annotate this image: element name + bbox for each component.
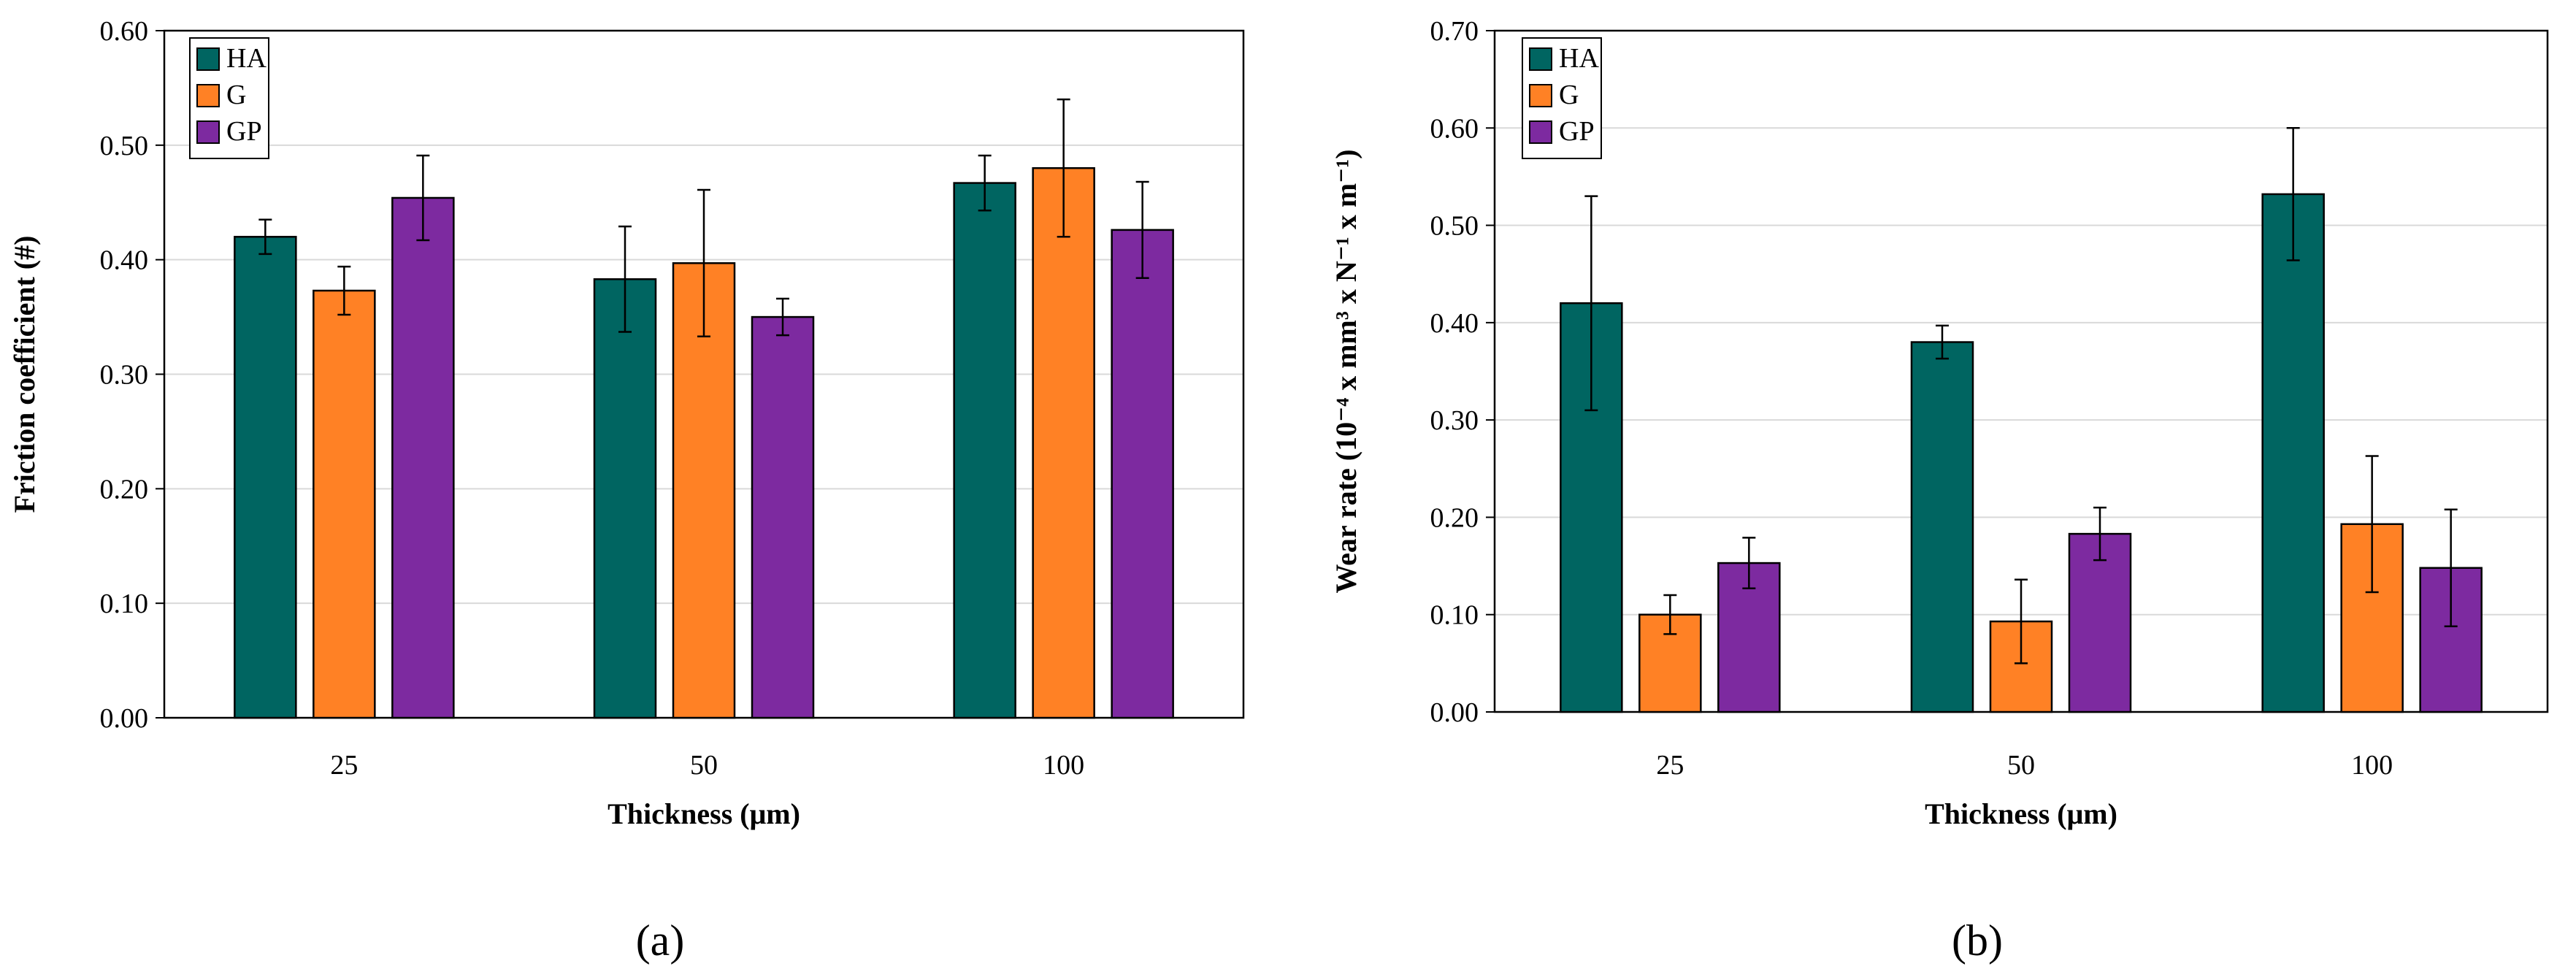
- y-tick-label: 0.00: [100, 703, 149, 734]
- y-tick-label: 0.40: [1430, 308, 1479, 339]
- y-axis-title: Wear rate (10⁻⁴ x mm³ x N⁻¹ x m⁻¹): [1330, 149, 1362, 593]
- x-tick-label: 100: [1043, 750, 1084, 781]
- y-axis-title: Friction coefficient (#): [8, 236, 41, 513]
- y-tick-label: 0.10: [1430, 600, 1479, 631]
- bar-gp-25: [391, 196, 455, 719]
- x-tick-label: 25: [330, 750, 358, 781]
- panel-label: (a): [636, 916, 685, 965]
- bar-gp-50: [751, 315, 815, 719]
- bar-ha-25: [234, 236, 297, 719]
- x-axis-title: Thickness (μm): [1925, 797, 2117, 830]
- y-tick-label: 0.20: [100, 474, 149, 505]
- y-tick-label: 0.70: [1430, 16, 1479, 47]
- y-tick-label: 0.30: [1430, 405, 1479, 436]
- legend-label-g: G: [226, 80, 246, 110]
- x-tick-label: 25: [1656, 750, 1684, 781]
- bar-g-100: [1032, 166, 1095, 719]
- chart-a: 0.00 0.10 0.20 0.30 0.40 0.50 0.60 25 50 100 Thick…: [8, 16, 1245, 965]
- y-tick-label: 0.50: [1430, 211, 1479, 242]
- legend-swatch-gp: [196, 120, 220, 144]
- y-tick-label: 0.40: [100, 245, 149, 276]
- y-tick-label: 0.50: [100, 131, 149, 161]
- legend-swatch-g: [196, 84, 220, 107]
- legend-swatch-ha: [196, 47, 220, 71]
- x-tick-label: 100: [2351, 750, 2393, 781]
- bar-gp-100: [1111, 229, 1174, 719]
- x-tick-label: 50: [2007, 750, 2035, 781]
- y-tick-label: 0.60: [1430, 113, 1479, 144]
- bar-ha-50: [1910, 341, 1974, 713]
- legend-label-ha: HA: [226, 43, 267, 74]
- legend-label-gp: GP: [1559, 116, 1595, 147]
- bar-g-25: [313, 289, 376, 719]
- chart-b: 0.00 0.10 0.20 0.30 0.40 0.50 0.60 0.70 25 50 100 T…: [1330, 16, 2549, 965]
- bar-ha-100: [953, 182, 1016, 719]
- legend-swatch-gp: [1529, 120, 1552, 144]
- legend-label-ha: HA: [1559, 43, 1599, 74]
- y-tick-label: 0.10: [100, 589, 149, 619]
- x-tick-label: 50: [690, 750, 718, 781]
- legend-swatch-ha: [1529, 47, 1552, 71]
- bar-ha-50: [593, 278, 657, 719]
- y-tick-label: 0.20: [1430, 502, 1479, 533]
- y-tick-label: 0.00: [1430, 697, 1479, 728]
- y-tick-label: 0.30: [100, 360, 149, 391]
- x-axis-title: Thickness (μm): [607, 797, 800, 830]
- bar-ha-100: [2261, 193, 2325, 713]
- legend-swatch-g: [1529, 84, 1552, 107]
- y-tick-label: 0.60: [100, 16, 149, 47]
- legend-label-gp: GP: [226, 116, 262, 147]
- panel-label: (b): [1952, 916, 2003, 965]
- bar-g-50: [672, 262, 736, 719]
- legend-label-g: G: [1559, 80, 1579, 110]
